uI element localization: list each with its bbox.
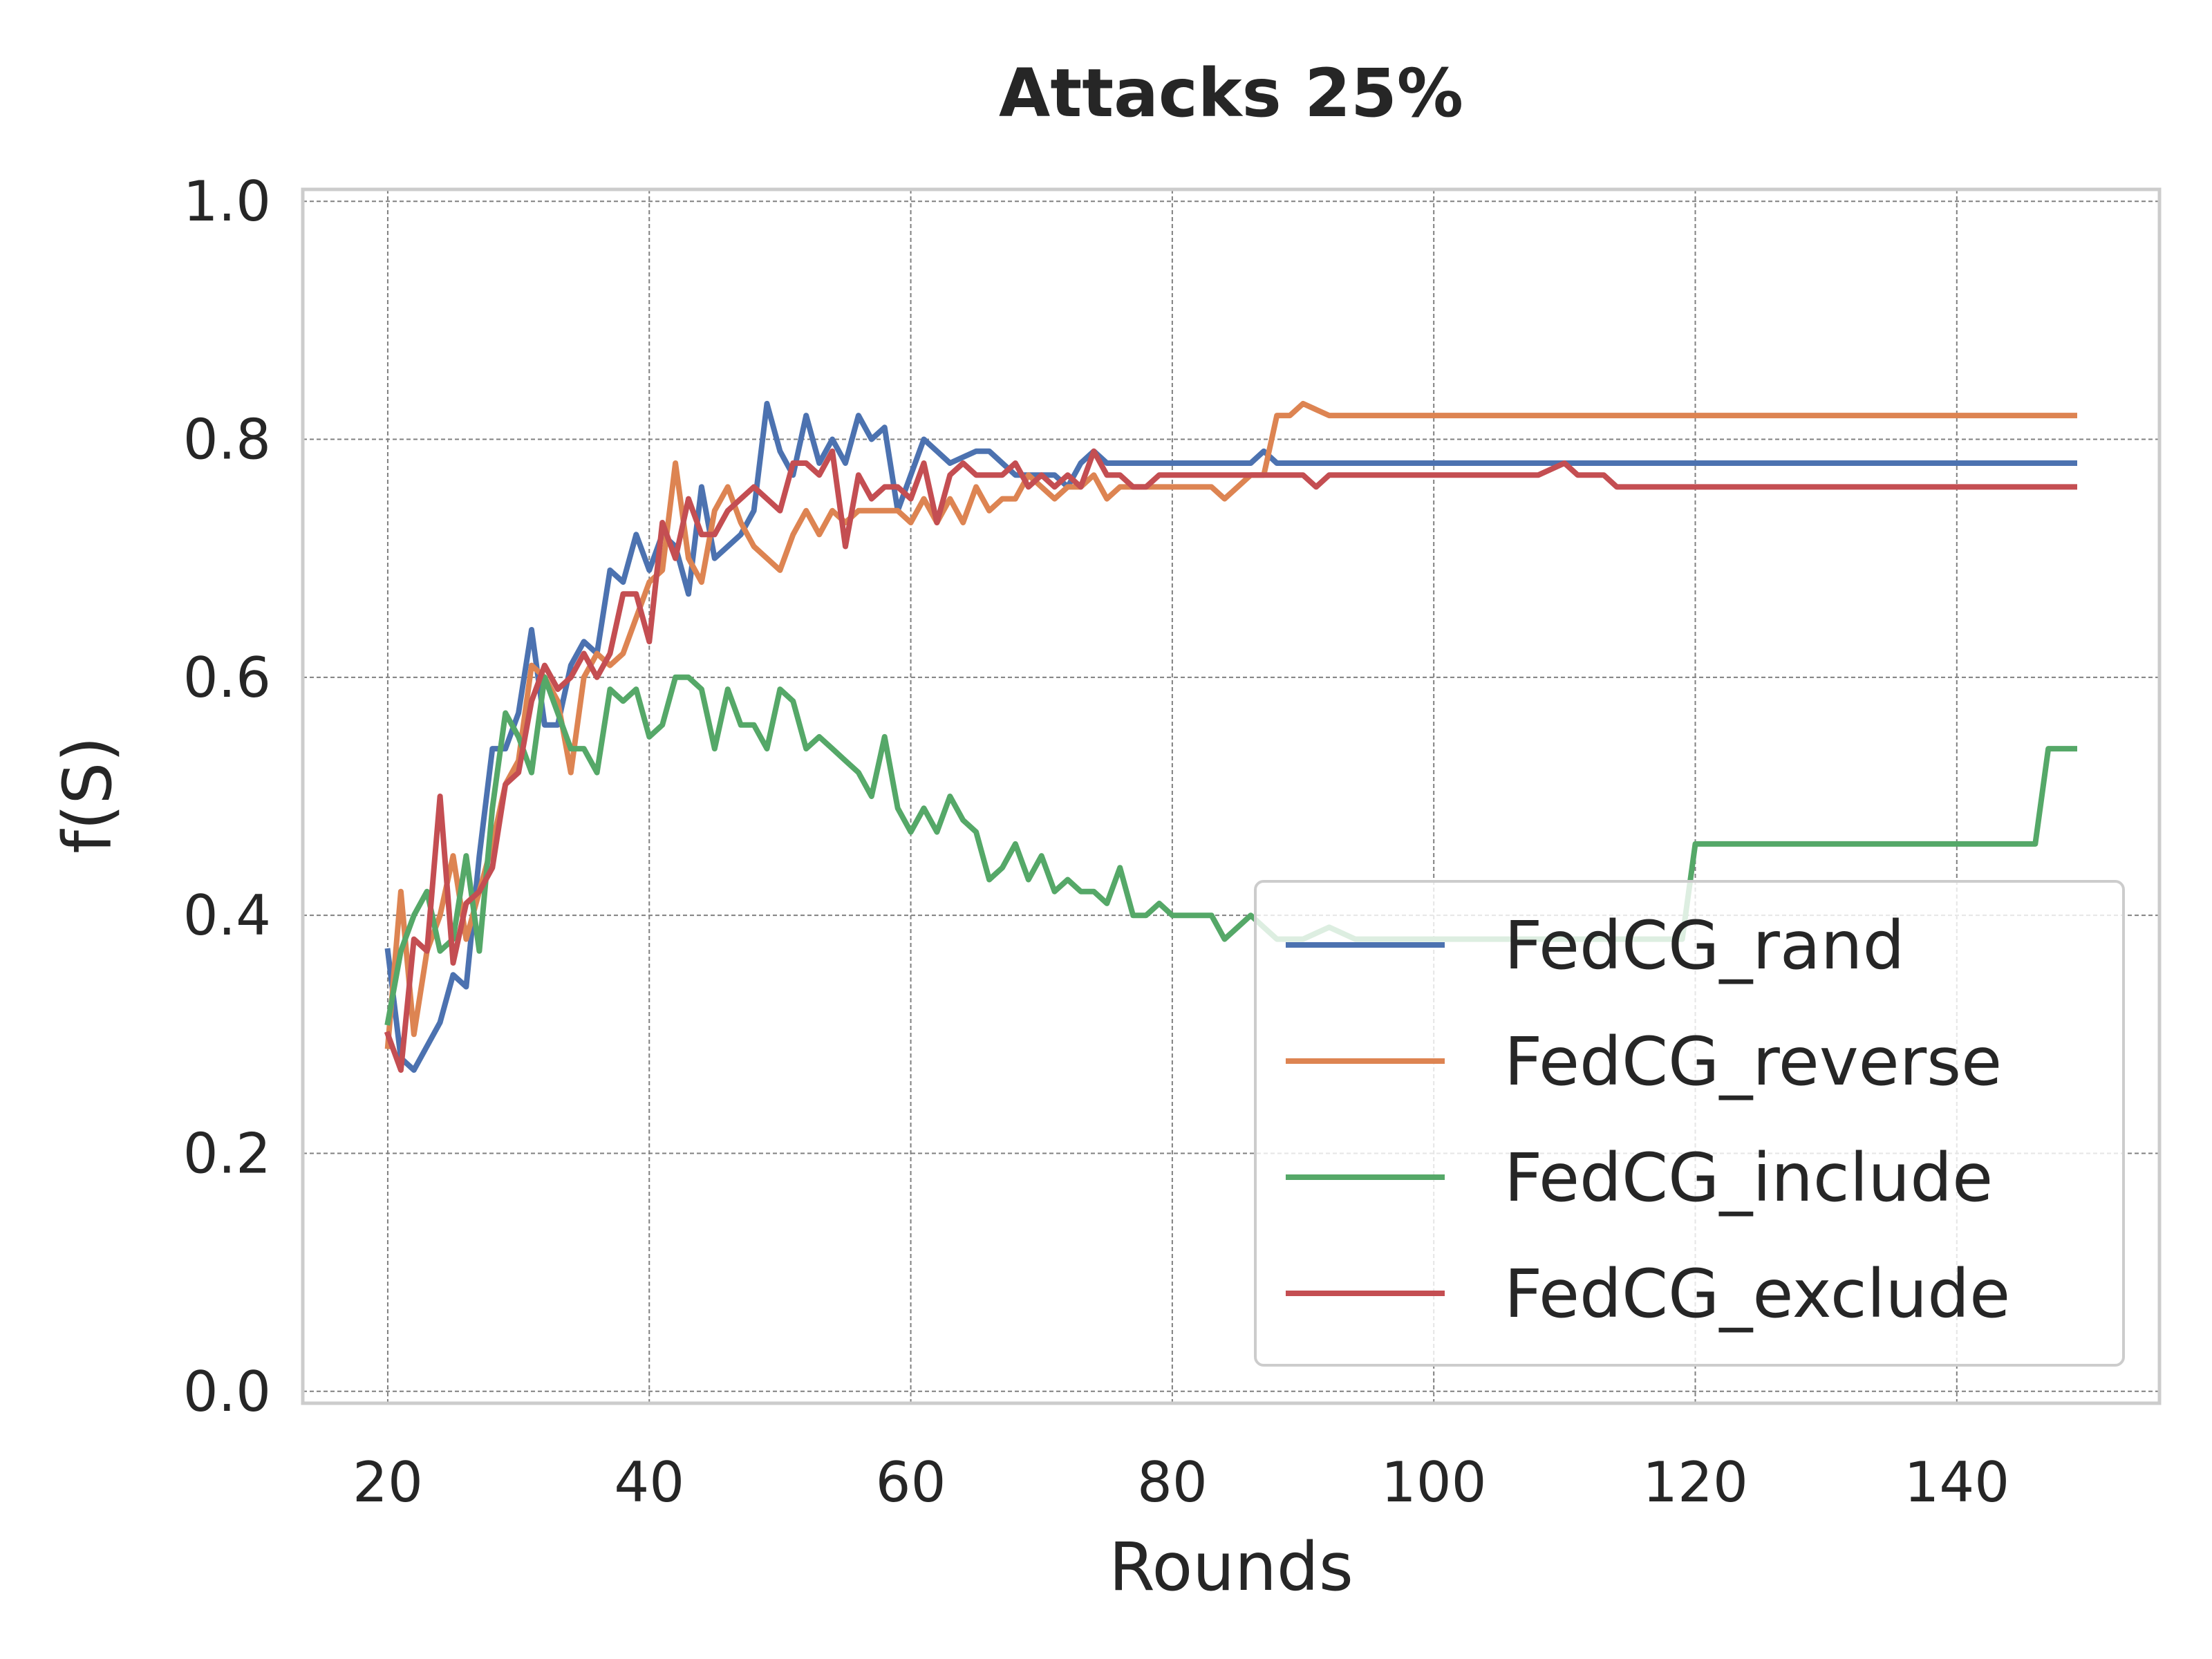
x-tick-label: 20 — [353, 1450, 423, 1515]
legend-box — [1254, 880, 2125, 1367]
legend-label: FedCG_rand — [1504, 907, 1904, 984]
legend-label: FedCG_reverse — [1504, 1023, 2002, 1100]
x-tick-label: 60 — [876, 1450, 946, 1515]
y-tick-label: 0.4 — [183, 883, 271, 948]
legend-label: FedCG_exclude — [1504, 1255, 2010, 1333]
y-tick-label: 1.0 — [183, 169, 271, 234]
y-tick-label: 0.2 — [183, 1121, 271, 1185]
y-tick-label: 0.0 — [183, 1360, 271, 1424]
plot-frame — [301, 187, 2162, 1405]
x-tick-label: 100 — [1381, 1450, 1487, 1515]
x-tick-label: 40 — [614, 1450, 684, 1515]
x-tick-label: 120 — [1642, 1450, 1748, 1515]
series-line-fedcg-exclude — [384, 448, 2077, 1073]
legend-label: FedCG_include — [1504, 1139, 1993, 1217]
series-line-fedcg-reverse — [384, 400, 2077, 1049]
y-axis-label: f(S) — [49, 736, 126, 854]
y-tick-labels: 0.0 0.2 0.4 0.6 0.8 1.0 — [183, 169, 271, 1424]
x-tick-label: 140 — [1904, 1450, 2009, 1515]
x-axis-label: Rounds — [1109, 1528, 1353, 1606]
y-tick-label: 0.6 — [183, 646, 271, 710]
x-tick-labels: 20 40 60 80 100 120 140 — [353, 1450, 2009, 1515]
y-tick-label: 0.8 — [183, 408, 271, 472]
x-tick-label: 80 — [1137, 1450, 1208, 1515]
legend: FedCG_rand FedCG_reverse FedCG_include FedC… — [1254, 880, 2125, 1367]
chart-title: Attacks 25% — [999, 55, 1463, 132]
